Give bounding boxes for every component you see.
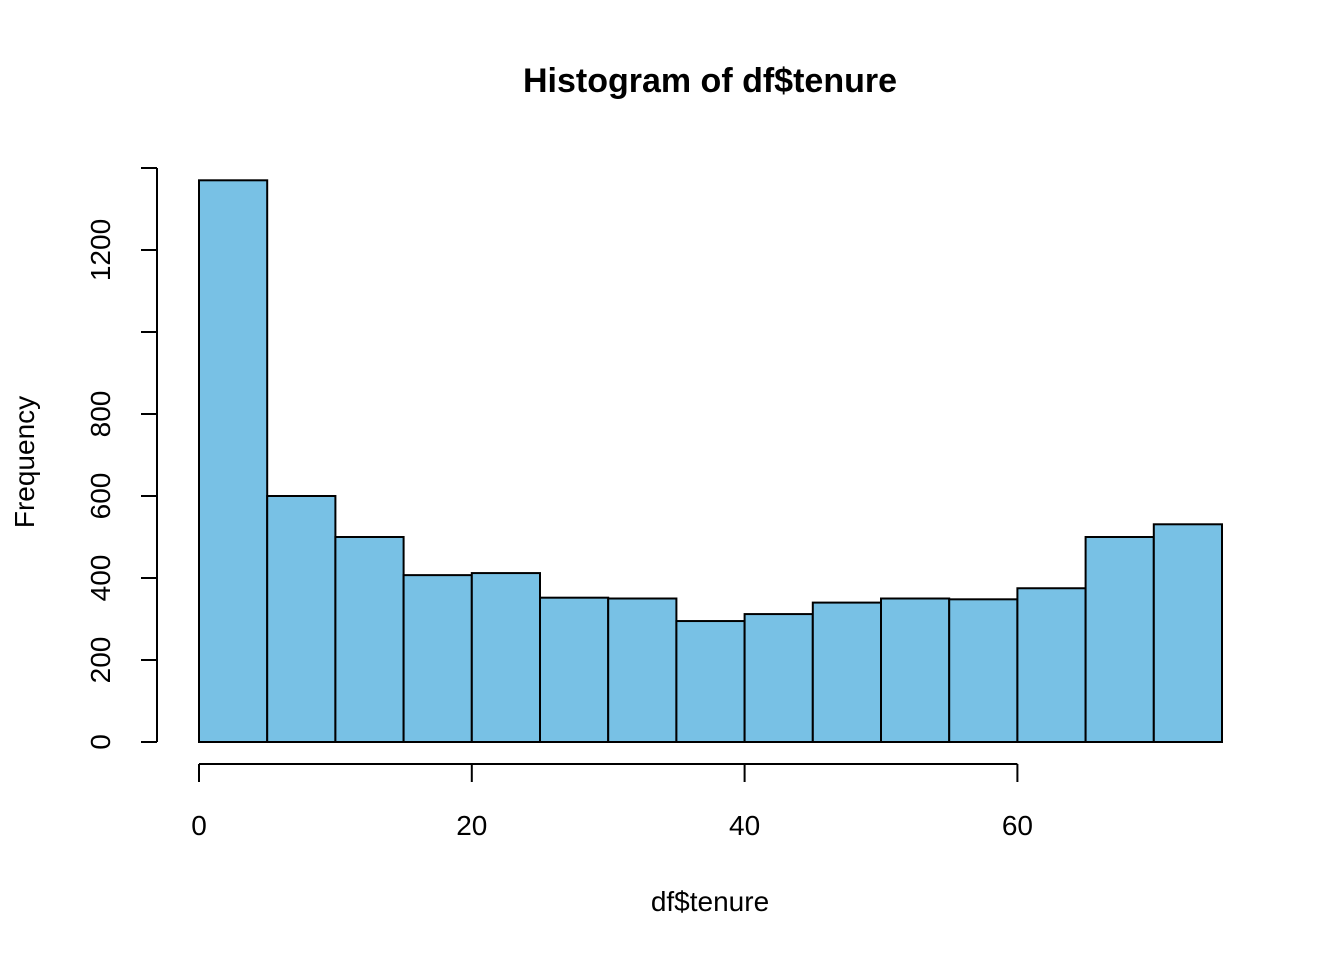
- y-axis-label: Frequency: [9, 396, 40, 528]
- x-tick-label: 0: [191, 810, 207, 841]
- chart-title: Histogram of df$tenure: [523, 62, 897, 100]
- histogram-bar: [811, 601, 882, 743]
- y-axis: 0 200 400 600 800 1200: [85, 167, 158, 750]
- x-axis: 0 20 40 60: [191, 763, 1033, 841]
- histogram-bar: [607, 597, 678, 743]
- histogram-bar: [402, 574, 473, 743]
- histogram-bar: [1152, 523, 1224, 743]
- histogram-bar: [1084, 536, 1155, 743]
- histogram-bar: [539, 596, 610, 743]
- histogram-bar: [198, 179, 269, 744]
- x-tick-label: 60: [1002, 810, 1033, 841]
- histogram-bar: [880, 597, 951, 743]
- histogram-bar: [334, 536, 405, 743]
- y-tick-label: 0: [85, 734, 116, 750]
- histogram-bar: [470, 572, 541, 744]
- histogram-bar: [1016, 587, 1087, 743]
- y-tick-label: 600: [85, 473, 116, 520]
- histogram-bar: [948, 598, 1019, 743]
- histogram-bar: [675, 620, 746, 743]
- y-tick-label: 400: [85, 555, 116, 602]
- y-tick-label: 200: [85, 637, 116, 684]
- y-tick-label: 800: [85, 391, 116, 438]
- x-tick-label: 40: [729, 810, 760, 841]
- x-axis-label: df$tenure: [651, 886, 769, 917]
- bars-group: [198, 179, 1224, 744]
- y-tick-label: 1200: [85, 219, 116, 281]
- histogram-bar: [266, 495, 337, 743]
- histogram-bar: [743, 613, 814, 744]
- x-tick-label: 20: [456, 810, 487, 841]
